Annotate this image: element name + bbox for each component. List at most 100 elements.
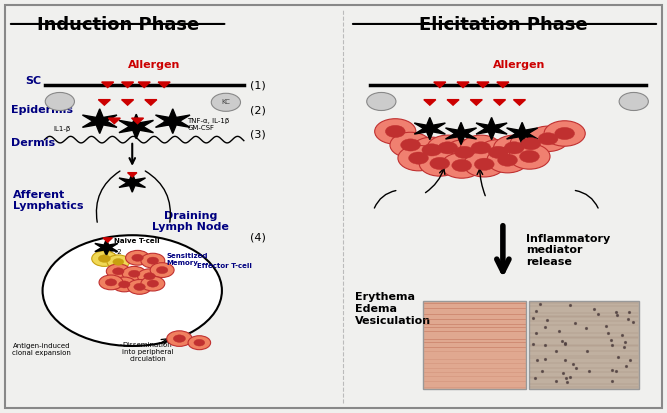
- Polygon shape: [457, 82, 469, 88]
- Text: Allergen: Allergen: [493, 60, 546, 70]
- Polygon shape: [414, 117, 446, 140]
- Circle shape: [119, 281, 130, 288]
- Circle shape: [544, 121, 585, 146]
- Text: Epidermis: Epidermis: [11, 105, 73, 115]
- Circle shape: [454, 146, 474, 159]
- Polygon shape: [103, 238, 112, 242]
- Polygon shape: [95, 239, 118, 256]
- Polygon shape: [131, 118, 143, 123]
- Circle shape: [127, 280, 151, 294]
- Circle shape: [194, 339, 205, 346]
- Circle shape: [132, 254, 143, 261]
- Circle shape: [430, 157, 450, 169]
- Polygon shape: [507, 122, 538, 145]
- Circle shape: [106, 264, 130, 279]
- Polygon shape: [158, 82, 170, 88]
- Text: Antigen-induced
clonal expansion: Antigen-induced clonal expansion: [12, 343, 71, 356]
- Circle shape: [43, 235, 222, 346]
- Circle shape: [412, 137, 452, 163]
- Text: TNF-α, IL-1β
GM-CSF: TNF-α, IL-1β GM-CSF: [187, 118, 229, 131]
- Text: Effector T-cell: Effector T-cell: [197, 263, 252, 269]
- Circle shape: [438, 142, 458, 154]
- Polygon shape: [119, 114, 153, 139]
- Circle shape: [188, 336, 211, 350]
- Polygon shape: [434, 82, 446, 88]
- Circle shape: [441, 153, 482, 178]
- Circle shape: [134, 283, 145, 290]
- Circle shape: [147, 280, 159, 287]
- Circle shape: [211, 93, 241, 112]
- Polygon shape: [119, 173, 145, 192]
- Circle shape: [427, 135, 468, 161]
- Text: Erythema
Edema
Vesiculation: Erythema Edema Vesiculation: [356, 292, 432, 326]
- Polygon shape: [470, 100, 482, 105]
- Circle shape: [367, 93, 396, 111]
- Circle shape: [419, 151, 460, 176]
- Circle shape: [401, 139, 420, 151]
- Circle shape: [444, 140, 485, 165]
- Circle shape: [520, 150, 540, 163]
- Circle shape: [375, 119, 416, 144]
- Circle shape: [452, 159, 472, 171]
- Circle shape: [398, 145, 439, 171]
- Text: Inflammatory
mediator
release: Inflammatory mediator release: [526, 234, 610, 267]
- Text: LC: LC: [162, 121, 171, 128]
- Polygon shape: [101, 82, 113, 88]
- Circle shape: [137, 269, 161, 284]
- FancyBboxPatch shape: [423, 301, 526, 389]
- Circle shape: [619, 93, 648, 111]
- Circle shape: [99, 275, 123, 290]
- Polygon shape: [514, 100, 526, 105]
- Circle shape: [105, 279, 117, 286]
- Polygon shape: [494, 100, 506, 105]
- Circle shape: [113, 268, 124, 275]
- Polygon shape: [138, 82, 150, 88]
- Text: (2): (2): [251, 105, 266, 115]
- Polygon shape: [424, 100, 436, 105]
- Circle shape: [464, 152, 505, 177]
- Circle shape: [538, 133, 558, 145]
- Circle shape: [487, 147, 528, 173]
- Circle shape: [112, 277, 136, 292]
- Circle shape: [528, 126, 569, 152]
- Text: Draining
Lymph Node: Draining Lymph Node: [152, 211, 229, 232]
- Circle shape: [494, 135, 535, 161]
- Circle shape: [488, 146, 508, 159]
- Circle shape: [471, 142, 491, 154]
- Circle shape: [509, 144, 550, 169]
- Text: KC: KC: [221, 99, 230, 105]
- Circle shape: [386, 125, 405, 138]
- Text: Dissemination
into peripheral
circulation: Dissemination into peripheral circulatio…: [122, 342, 173, 362]
- Circle shape: [555, 127, 574, 140]
- Circle shape: [478, 140, 519, 165]
- Polygon shape: [155, 109, 190, 133]
- Text: IL-2: IL-2: [109, 249, 122, 255]
- Polygon shape: [83, 109, 117, 133]
- Text: (4): (4): [251, 232, 266, 242]
- Circle shape: [409, 152, 428, 164]
- FancyBboxPatch shape: [5, 5, 662, 408]
- Polygon shape: [447, 100, 459, 105]
- Text: (3): (3): [251, 130, 266, 140]
- Text: SC: SC: [25, 76, 41, 85]
- Circle shape: [422, 144, 442, 156]
- Circle shape: [156, 266, 168, 274]
- Circle shape: [150, 263, 174, 278]
- Text: (1): (1): [251, 81, 266, 90]
- Polygon shape: [477, 82, 489, 88]
- Circle shape: [129, 270, 140, 277]
- Polygon shape: [98, 100, 110, 105]
- Circle shape: [113, 259, 123, 265]
- Text: Sensitized
Memory: Sensitized Memory: [166, 253, 207, 266]
- Circle shape: [92, 251, 117, 266]
- Circle shape: [45, 93, 75, 111]
- Text: Dermis: Dermis: [11, 138, 55, 148]
- Circle shape: [125, 250, 149, 265]
- Text: Allergen: Allergen: [127, 60, 180, 70]
- Polygon shape: [446, 122, 476, 145]
- Circle shape: [474, 158, 494, 170]
- Circle shape: [122, 266, 146, 281]
- Circle shape: [510, 131, 552, 157]
- Text: Naive T-cell: Naive T-cell: [114, 238, 160, 244]
- Polygon shape: [108, 118, 120, 123]
